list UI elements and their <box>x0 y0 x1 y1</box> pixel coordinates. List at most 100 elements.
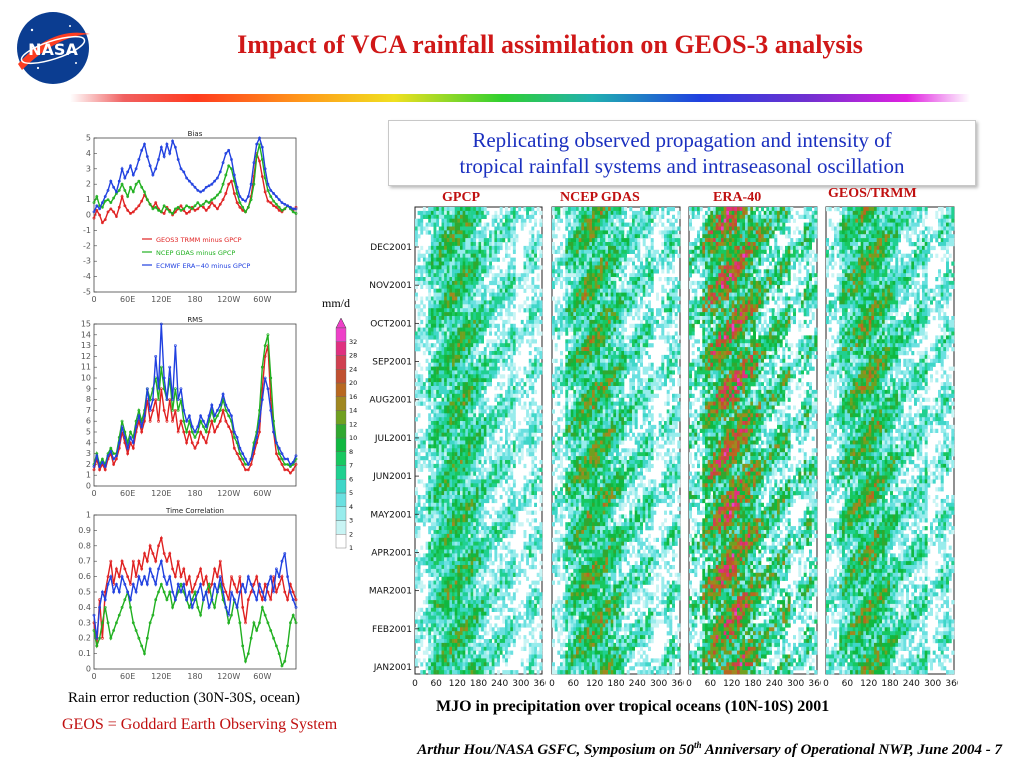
colorbar-swatch <box>335 369 347 384</box>
data-point <box>213 430 217 434</box>
colorbar-swatch <box>335 396 347 411</box>
data-point <box>137 158 141 161</box>
data-point <box>145 559 149 563</box>
data-point <box>263 613 267 617</box>
series-line-2 <box>93 553 297 639</box>
data-point <box>204 185 208 189</box>
y-tick-label: AUG2001 <box>369 396 412 406</box>
data-point <box>244 210 247 214</box>
y-tick-label: 3 <box>86 164 91 173</box>
data-point <box>283 590 287 594</box>
data-point <box>145 636 149 640</box>
data-point <box>123 598 127 602</box>
data-point <box>246 205 250 209</box>
x-tick-label: 180 <box>607 679 624 689</box>
data-point <box>274 567 278 571</box>
x-tick-label: 360 <box>671 679 684 689</box>
data-point <box>196 425 200 429</box>
data-point <box>123 436 127 439</box>
y-tick-label: JUL2001 <box>374 434 412 444</box>
data-point <box>98 636 102 640</box>
data-point <box>162 155 166 158</box>
data-point <box>173 409 177 412</box>
data-point <box>272 199 275 203</box>
data-point <box>106 621 110 625</box>
data-point <box>244 659 247 663</box>
y-tick-label: 12 <box>81 352 91 361</box>
data-point <box>103 606 107 609</box>
data-point <box>249 582 253 586</box>
x-tick-label: 120 <box>860 679 877 689</box>
data-point <box>196 606 200 609</box>
data-point <box>235 606 239 609</box>
data-point <box>131 210 135 214</box>
data-point <box>266 387 270 391</box>
data-point <box>165 419 169 423</box>
colorbar-label: 10 <box>349 434 357 442</box>
data-point <box>241 457 245 461</box>
data-point <box>137 204 141 208</box>
y-tick-label: 4 <box>86 149 91 158</box>
data-point <box>115 190 118 194</box>
data-point <box>165 559 169 563</box>
data-point <box>103 468 107 472</box>
data-point <box>151 207 155 211</box>
data-point <box>224 192 228 195</box>
data-point <box>162 376 166 380</box>
data-point <box>112 629 116 632</box>
data-point <box>182 419 186 423</box>
data-point <box>101 201 104 205</box>
y-tick-label: JAN2001 <box>373 663 412 673</box>
data-point <box>202 205 205 209</box>
data-point <box>134 590 138 594</box>
data-point <box>137 636 141 640</box>
data-point <box>134 629 138 632</box>
panel-title-gpcp: GPCP <box>442 190 481 205</box>
data-point <box>185 212 188 215</box>
data-point <box>216 425 219 429</box>
data-point <box>112 185 116 189</box>
data-point <box>283 468 287 472</box>
data-point <box>266 333 270 337</box>
data-point <box>129 212 132 215</box>
data-point <box>238 457 242 461</box>
data-point <box>190 441 194 445</box>
data-point <box>291 207 295 211</box>
data-point <box>168 590 172 594</box>
data-point <box>235 192 239 195</box>
data-point <box>218 202 222 206</box>
data-point <box>143 552 146 555</box>
data-point <box>246 462 250 466</box>
data-point <box>126 208 130 212</box>
data-point <box>283 659 287 663</box>
panel-title-ncep-gdas: NCEP GDAS <box>560 190 640 205</box>
data-point <box>232 192 236 195</box>
data-point <box>255 436 259 439</box>
data-point <box>216 409 219 412</box>
data-point <box>249 457 253 461</box>
callout-line-1: Replicating observed propagation and int… <box>472 128 892 152</box>
data-point <box>193 446 197 450</box>
data-point <box>120 559 124 563</box>
data-point <box>216 414 219 418</box>
y-tick-label: 2 <box>86 460 91 469</box>
data-point <box>92 210 96 214</box>
y-tick-label: FEB2001 <box>372 625 412 635</box>
data-point <box>263 190 267 194</box>
data-point <box>159 145 163 149</box>
data-point <box>151 552 155 555</box>
data-point <box>173 207 177 211</box>
x-tick-label: 240 <box>629 679 646 689</box>
data-point <box>246 652 250 656</box>
x-tick-label: 120 <box>586 679 603 689</box>
data-point <box>151 409 155 412</box>
data-point <box>216 176 219 180</box>
data-point <box>193 185 197 189</box>
x-tick-label: 180 <box>187 672 202 681</box>
data-point <box>95 195 99 198</box>
y-tick-label: MAR2001 <box>369 587 412 597</box>
x-tick-label: 0 <box>91 672 96 681</box>
data-point <box>173 344 177 348</box>
data-point <box>148 544 152 548</box>
colorbar-label: 20 <box>349 379 357 387</box>
